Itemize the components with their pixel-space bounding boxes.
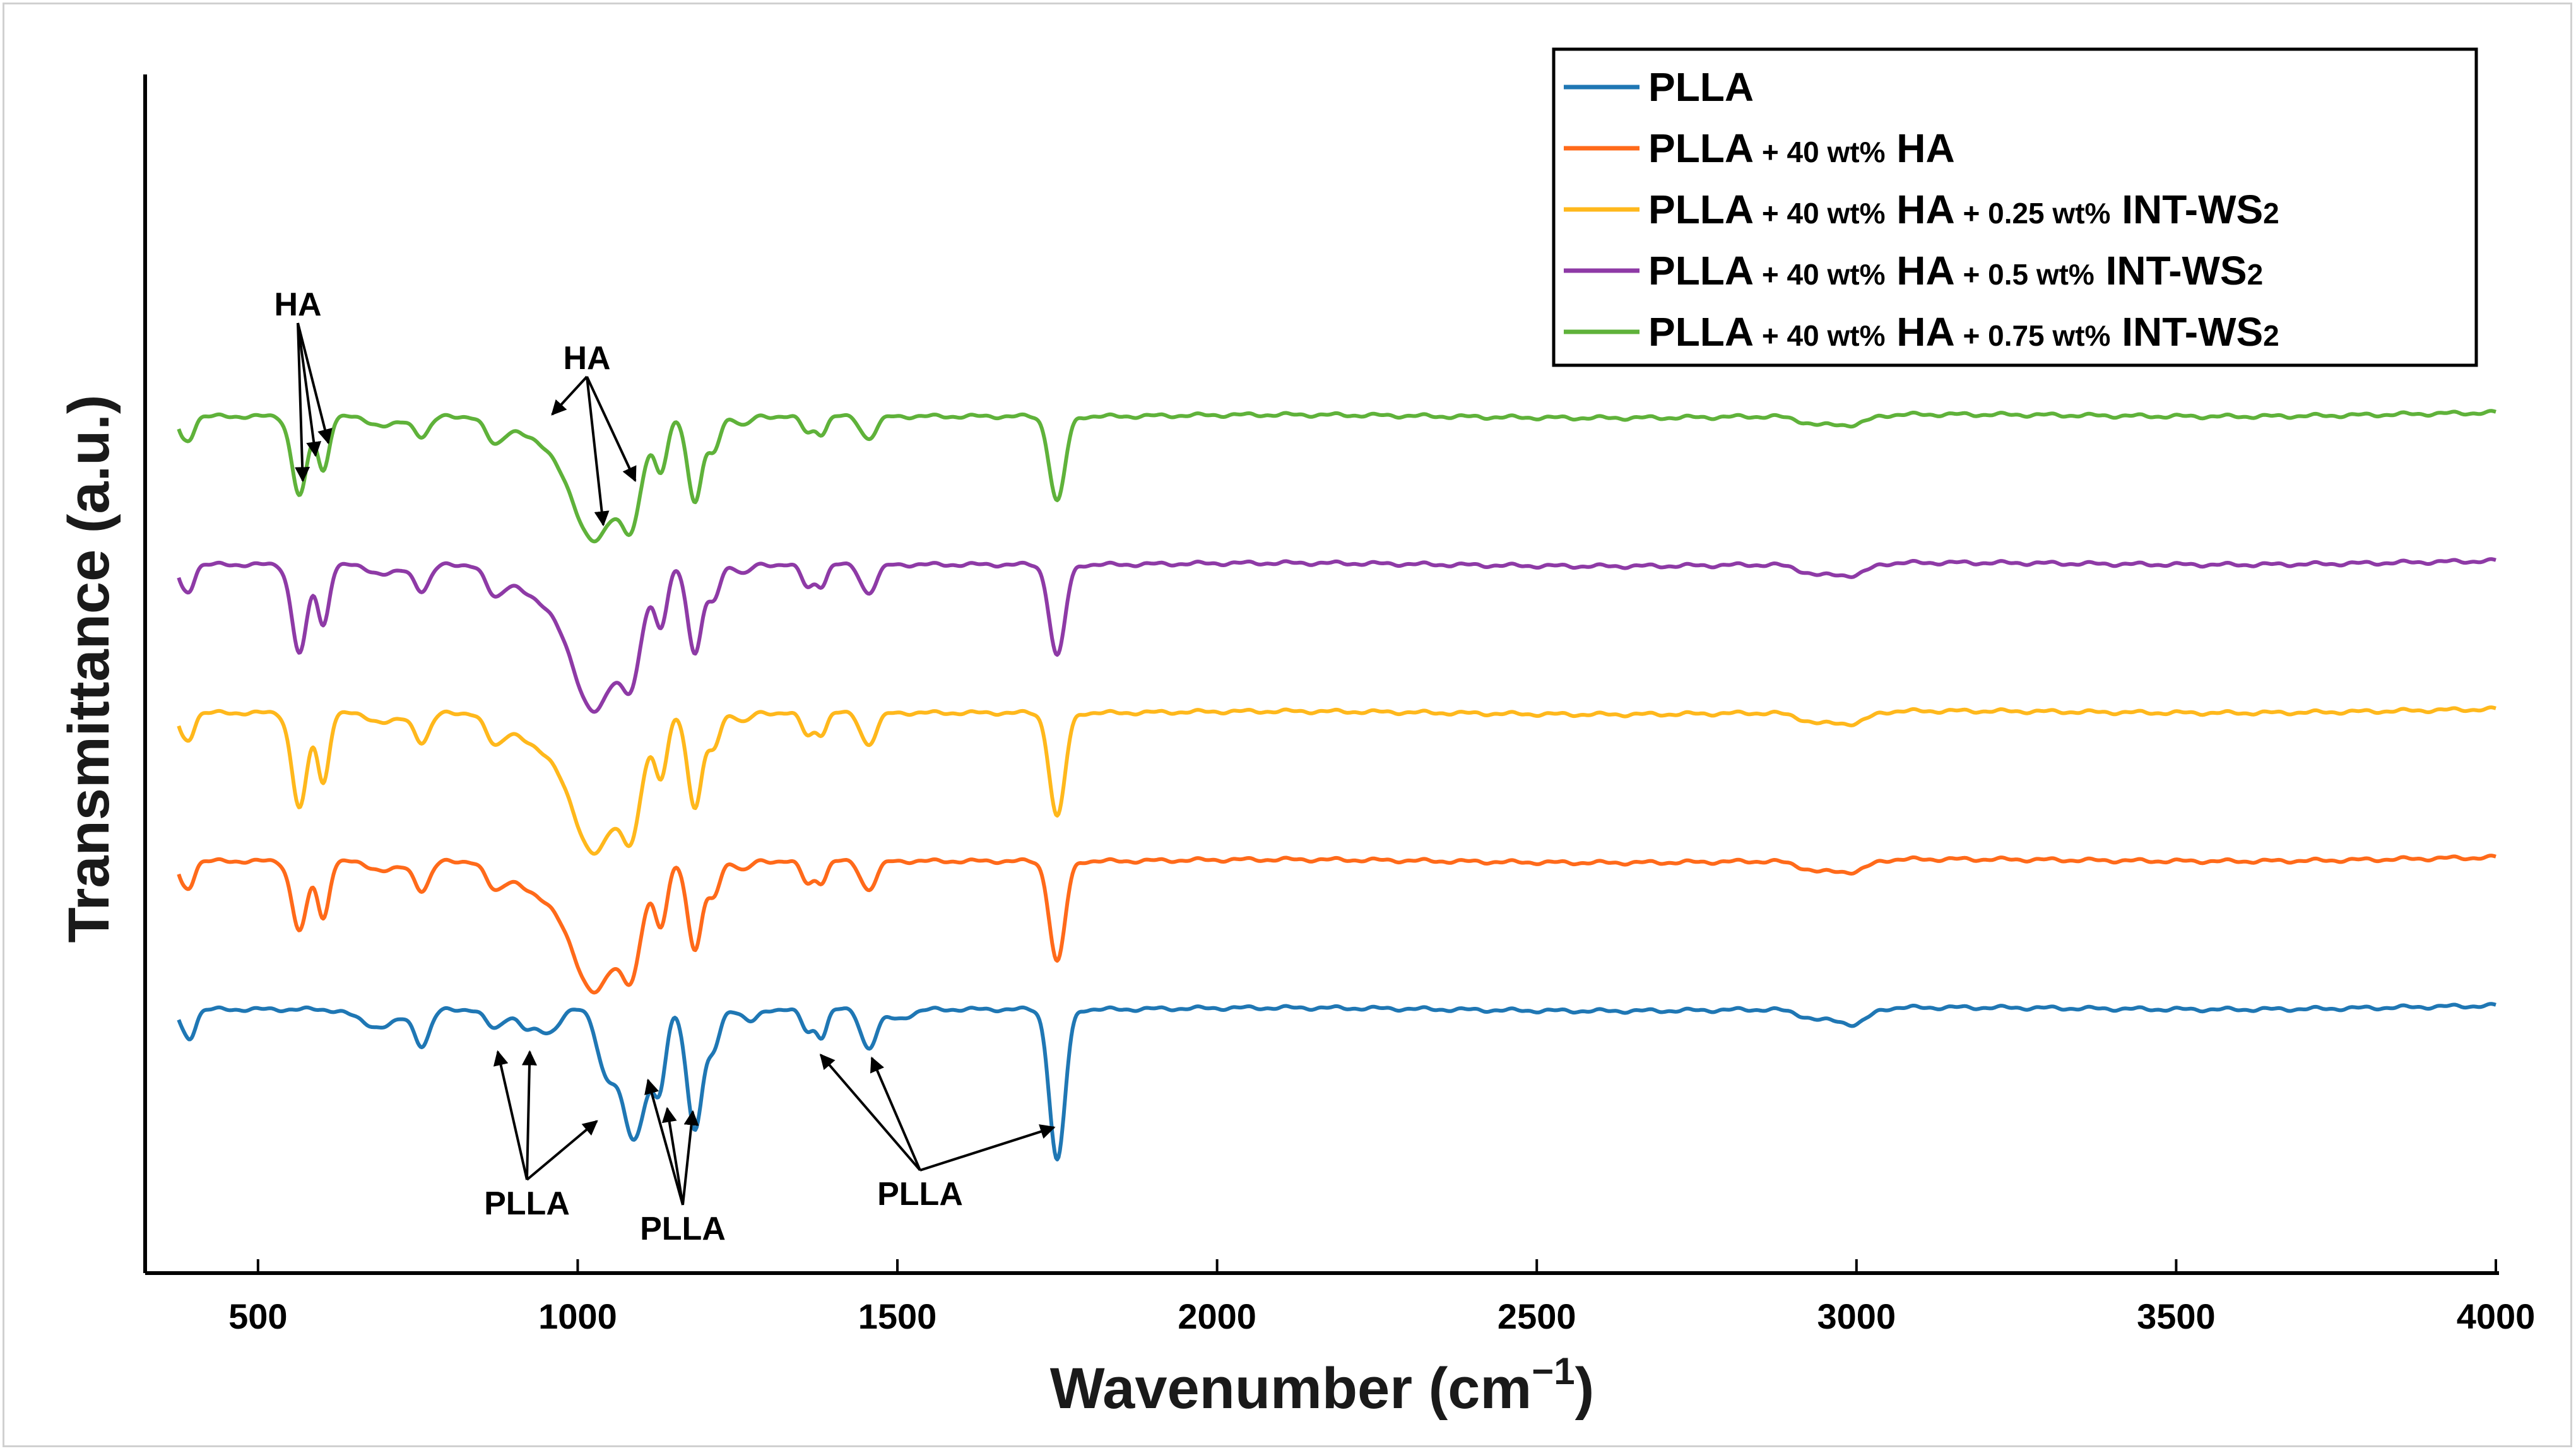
annotation-label-4: PLLA [877, 1176, 963, 1213]
figure-frame [3, 3, 2572, 1447]
x-tick-label: 3500 [2137, 1296, 2216, 1336]
annotation-arrow-1-1 [586, 376, 610, 527]
x-tick-label: 500 [228, 1296, 287, 1336]
annotation-arrow-0-2 [297, 322, 333, 445]
legend-label-3: PLLA + 40 wt% HA + 0.5 wt% INT-WS2 [1648, 248, 2263, 293]
series-line-1 [177, 854, 2496, 995]
annotation-arrow-2-1 [521, 1050, 537, 1180]
legend-label-2: PLLA + 40 wt% HA + 0.25 wt% INT-WS2 [1648, 187, 2279, 232]
axes [143, 74, 2499, 1275]
legend-label-1: PLLA + 40 wt% HA [1648, 126, 1955, 171]
series-line-3 [177, 557, 2496, 714]
legend-label-0: PLLA [1648, 64, 1754, 110]
annotation-arrow-0-1 [297, 322, 322, 457]
series-line-2 [177, 705, 2496, 856]
x-tick-label: 2000 [1178, 1296, 1256, 1336]
annotation-arrow-1-2 [586, 376, 637, 483]
y-axis-title: Transmittance (a.u.) [57, 394, 121, 943]
x-tick-label: 3000 [1817, 1296, 1896, 1336]
annotation-label-2: PLLA [484, 1185, 570, 1222]
legend-box [1552, 47, 2478, 367]
x-tick-label: 4000 [2457, 1296, 2536, 1336]
annotation-arrow-0-0 [295, 322, 310, 483]
annotation-arrow-2-2 [526, 1120, 598, 1181]
series-line-0 [177, 1002, 2496, 1161]
x-tick-label: 1500 [858, 1296, 937, 1336]
annotation-arrow-2-0 [493, 1050, 528, 1180]
annotation-arrow-4-0 [819, 1054, 921, 1172]
x-tick-label: 2500 [1498, 1296, 1576, 1336]
annotation-arrow-3-0 [644, 1078, 684, 1206]
x-ticks: 500 1000 1500 2000 2500 3000 3500 4000 [228, 1259, 2535, 1336]
annotation-label-3: PLLA [640, 1211, 726, 1247]
x-tick-label: 1000 [538, 1296, 617, 1336]
series-group [177, 409, 2496, 1161]
legend: PLLA PLLA + 40 wt% HA PLLA + 40 wt% HA + 0… [1552, 47, 2478, 367]
annotation-label-0: HA [274, 286, 321, 323]
series-line-4 [177, 409, 2496, 544]
annotation-label-1: HA [563, 340, 610, 377]
annotation-arrow-3-1 [661, 1107, 684, 1206]
annotations: HA HA PLLA PLLA PLLA [274, 286, 1056, 1247]
annotation-arrow-4-2 [919, 1124, 1056, 1172]
annotation-arrow-3-2 [682, 1110, 699, 1206]
annotation-arrow-4-1 [870, 1056, 921, 1171]
legend-label-4: PLLA + 40 wt% HA + 0.75 wt% INT-WS2 [1648, 309, 2279, 355]
annotation-arrow-1-0 [551, 375, 588, 416]
x-axis-title: Wavenumber (cm−1) [1050, 1350, 1595, 1421]
